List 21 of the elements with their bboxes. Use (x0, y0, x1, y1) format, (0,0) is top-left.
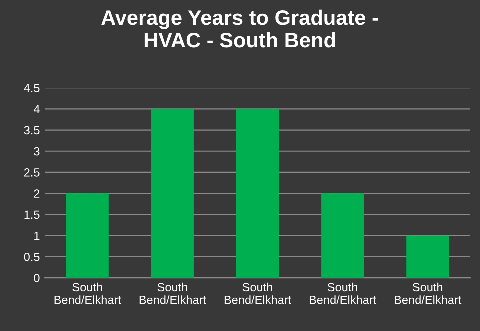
y-tick-label: 2.5 (24, 168, 40, 177)
bar (322, 194, 364, 278)
x-tick-label: South Bend/Elkhart (224, 282, 292, 304)
y-tick-label: 4 (34, 105, 40, 114)
y-tick-label: 2 (34, 190, 40, 198)
bar (236, 109, 280, 278)
y-tick-label: 0.5 (24, 252, 40, 262)
bar (66, 194, 109, 278)
y-tick-label: 3 (34, 147, 40, 156)
y-tick-label: 1.5 (24, 210, 40, 220)
y-tick-label: 4.5 (24, 84, 40, 92)
y-tick-label: 0 (34, 274, 40, 282)
y-tick-label: 1 (34, 232, 40, 240)
x-tick-label: South Bend/Elkhart (54, 282, 122, 304)
chart-title: Average Years to Graduate - HVAC - South Bend (102, 10, 378, 48)
x-tick-label: South Bend/Elkhart (140, 282, 206, 304)
x-tick-label: South Bend/Elkhart (395, 282, 462, 304)
bar (406, 236, 450, 278)
y-tick-label: 3.5 (24, 126, 40, 135)
x-tick-label: South Bend/Elkhart (310, 282, 377, 304)
bar (151, 109, 194, 278)
